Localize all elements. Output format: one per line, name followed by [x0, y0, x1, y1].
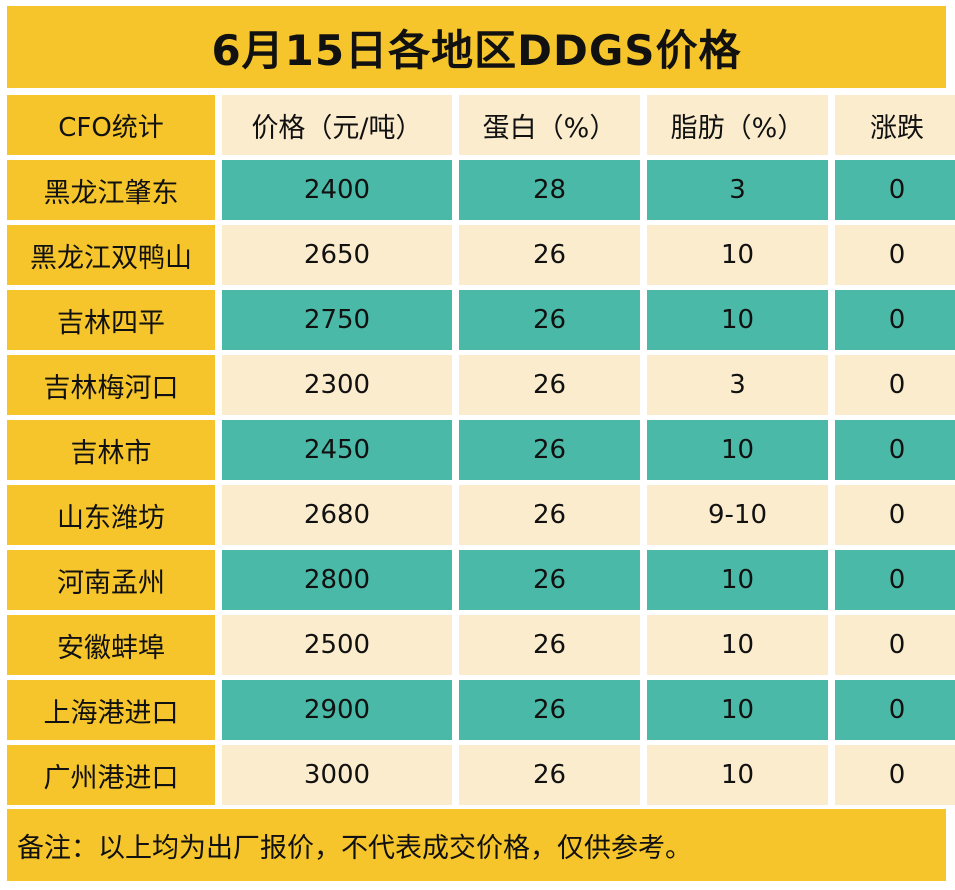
row-price: 2300: [222, 355, 452, 415]
row-region: 黑龙江肇东: [7, 160, 215, 220]
row-region: 河南孟州: [7, 550, 215, 610]
row-change: 0: [835, 225, 955, 285]
row-change: 0: [835, 680, 955, 740]
row-price: 2900: [222, 680, 452, 740]
column-header-price: 价格（元/吨）: [222, 95, 452, 155]
row-fat: 10: [647, 745, 828, 805]
row-region: 吉林梅河口: [7, 355, 215, 415]
column-header-change: 涨跌: [835, 95, 955, 155]
title-bar: 6月15日各地区DDGS价格: [7, 6, 946, 88]
row-fat: 10: [647, 420, 828, 480]
row-price: 2500: [222, 615, 452, 675]
footer-note-bar: 备注：以上均为出厂报价，不代表成交价格，仅供参考。: [7, 809, 946, 881]
row-region: 黑龙江双鸭山: [7, 225, 215, 285]
row-fat: 3: [647, 160, 828, 220]
row-protein: 26: [459, 680, 640, 740]
row-region: 广州港进口: [7, 745, 215, 805]
row-price: 2800: [222, 550, 452, 610]
footer-note: 备注：以上均为出厂报价，不代表成交价格，仅供参考。: [17, 832, 692, 864]
price-table: CFO统计 价格（元/吨） 蛋白（%） 脂肪（%） 涨跌 黑龙江肇东 2400 …: [7, 95, 955, 805]
row-change: 0: [835, 485, 955, 545]
header-corner: CFO统计: [7, 95, 215, 155]
row-fat: 9-10: [647, 485, 828, 545]
row-price: 2750: [222, 290, 452, 350]
row-protein: 26: [459, 550, 640, 610]
row-protein: 26: [459, 225, 640, 285]
row-price: 2680: [222, 485, 452, 545]
row-protein: 26: [459, 485, 640, 545]
row-fat: 10: [647, 615, 828, 675]
row-change: 0: [835, 550, 955, 610]
page-title: 6月15日各地区DDGS价格: [211, 25, 742, 75]
row-fat: 3: [647, 355, 828, 415]
row-region: 山东潍坊: [7, 485, 215, 545]
row-region: 安徽蚌埠: [7, 615, 215, 675]
row-price: 3000: [222, 745, 452, 805]
row-price: 2450: [222, 420, 452, 480]
row-protein: 26: [459, 615, 640, 675]
column-header-protein: 蛋白（%）: [459, 95, 640, 155]
row-region: 上海港进口: [7, 680, 215, 740]
row-protein: 28: [459, 160, 640, 220]
row-region: 吉林四平: [7, 290, 215, 350]
row-price: 2650: [222, 225, 452, 285]
row-price: 2400: [222, 160, 452, 220]
row-change: 0: [835, 420, 955, 480]
row-fat: 10: [647, 550, 828, 610]
row-protein: 26: [459, 745, 640, 805]
row-protein: 26: [459, 290, 640, 350]
row-change: 0: [835, 290, 955, 350]
row-protein: 26: [459, 420, 640, 480]
row-fat: 10: [647, 680, 828, 740]
row-protein: 26: [459, 355, 640, 415]
row-change: 0: [835, 160, 955, 220]
column-header-fat: 脂肪（%）: [647, 95, 828, 155]
row-fat: 10: [647, 225, 828, 285]
row-change: 0: [835, 745, 955, 805]
row-region: 吉林市: [7, 420, 215, 480]
row-change: 0: [835, 615, 955, 675]
row-change: 0: [835, 355, 955, 415]
row-fat: 10: [647, 290, 828, 350]
